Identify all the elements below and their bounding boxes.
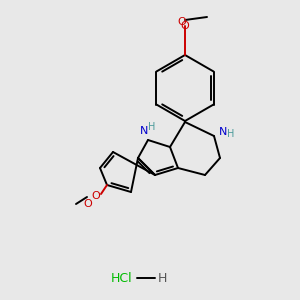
Text: H: H — [227, 129, 235, 139]
Text: O: O — [84, 199, 92, 209]
Text: N: N — [140, 126, 148, 136]
Text: H: H — [148, 122, 156, 132]
Text: HCl: HCl — [111, 272, 133, 284]
Text: H: H — [157, 272, 167, 284]
Text: O: O — [181, 21, 189, 31]
Text: O: O — [92, 191, 100, 201]
Text: O: O — [178, 17, 186, 27]
Text: N: N — [219, 127, 227, 137]
